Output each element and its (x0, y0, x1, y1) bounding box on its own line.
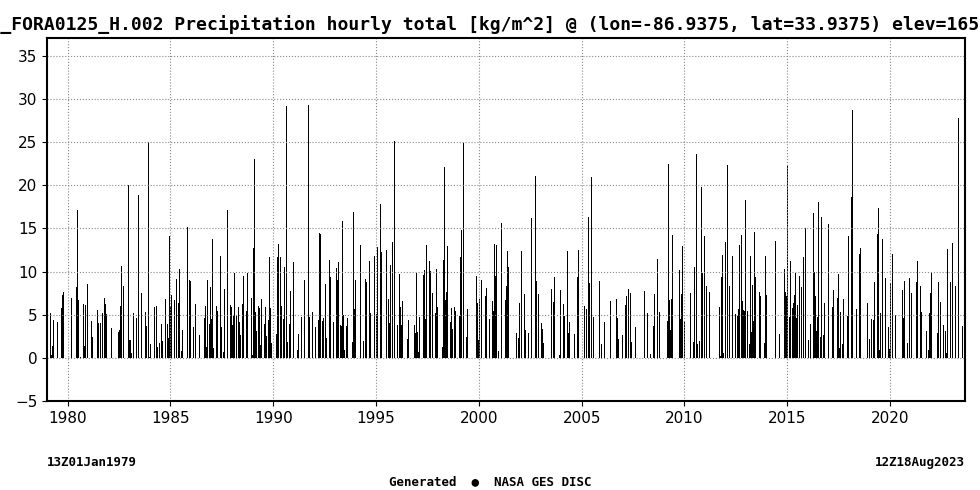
Text: 12Z18Aug2023: 12Z18Aug2023 (875, 456, 965, 468)
Text: Generated  ●  NASA GES DISC: Generated ● NASA GES DISC (389, 475, 591, 488)
Text: 13Z01Jan1979: 13Z01Jan1979 (47, 456, 137, 468)
Title: NLDAS_FORA0125_H.002 Precipitation hourly total [kg/m^2] @ (lon=-86.9375, lat=33: NLDAS_FORA0125_H.002 Precipitation hourl… (0, 15, 980, 34)
